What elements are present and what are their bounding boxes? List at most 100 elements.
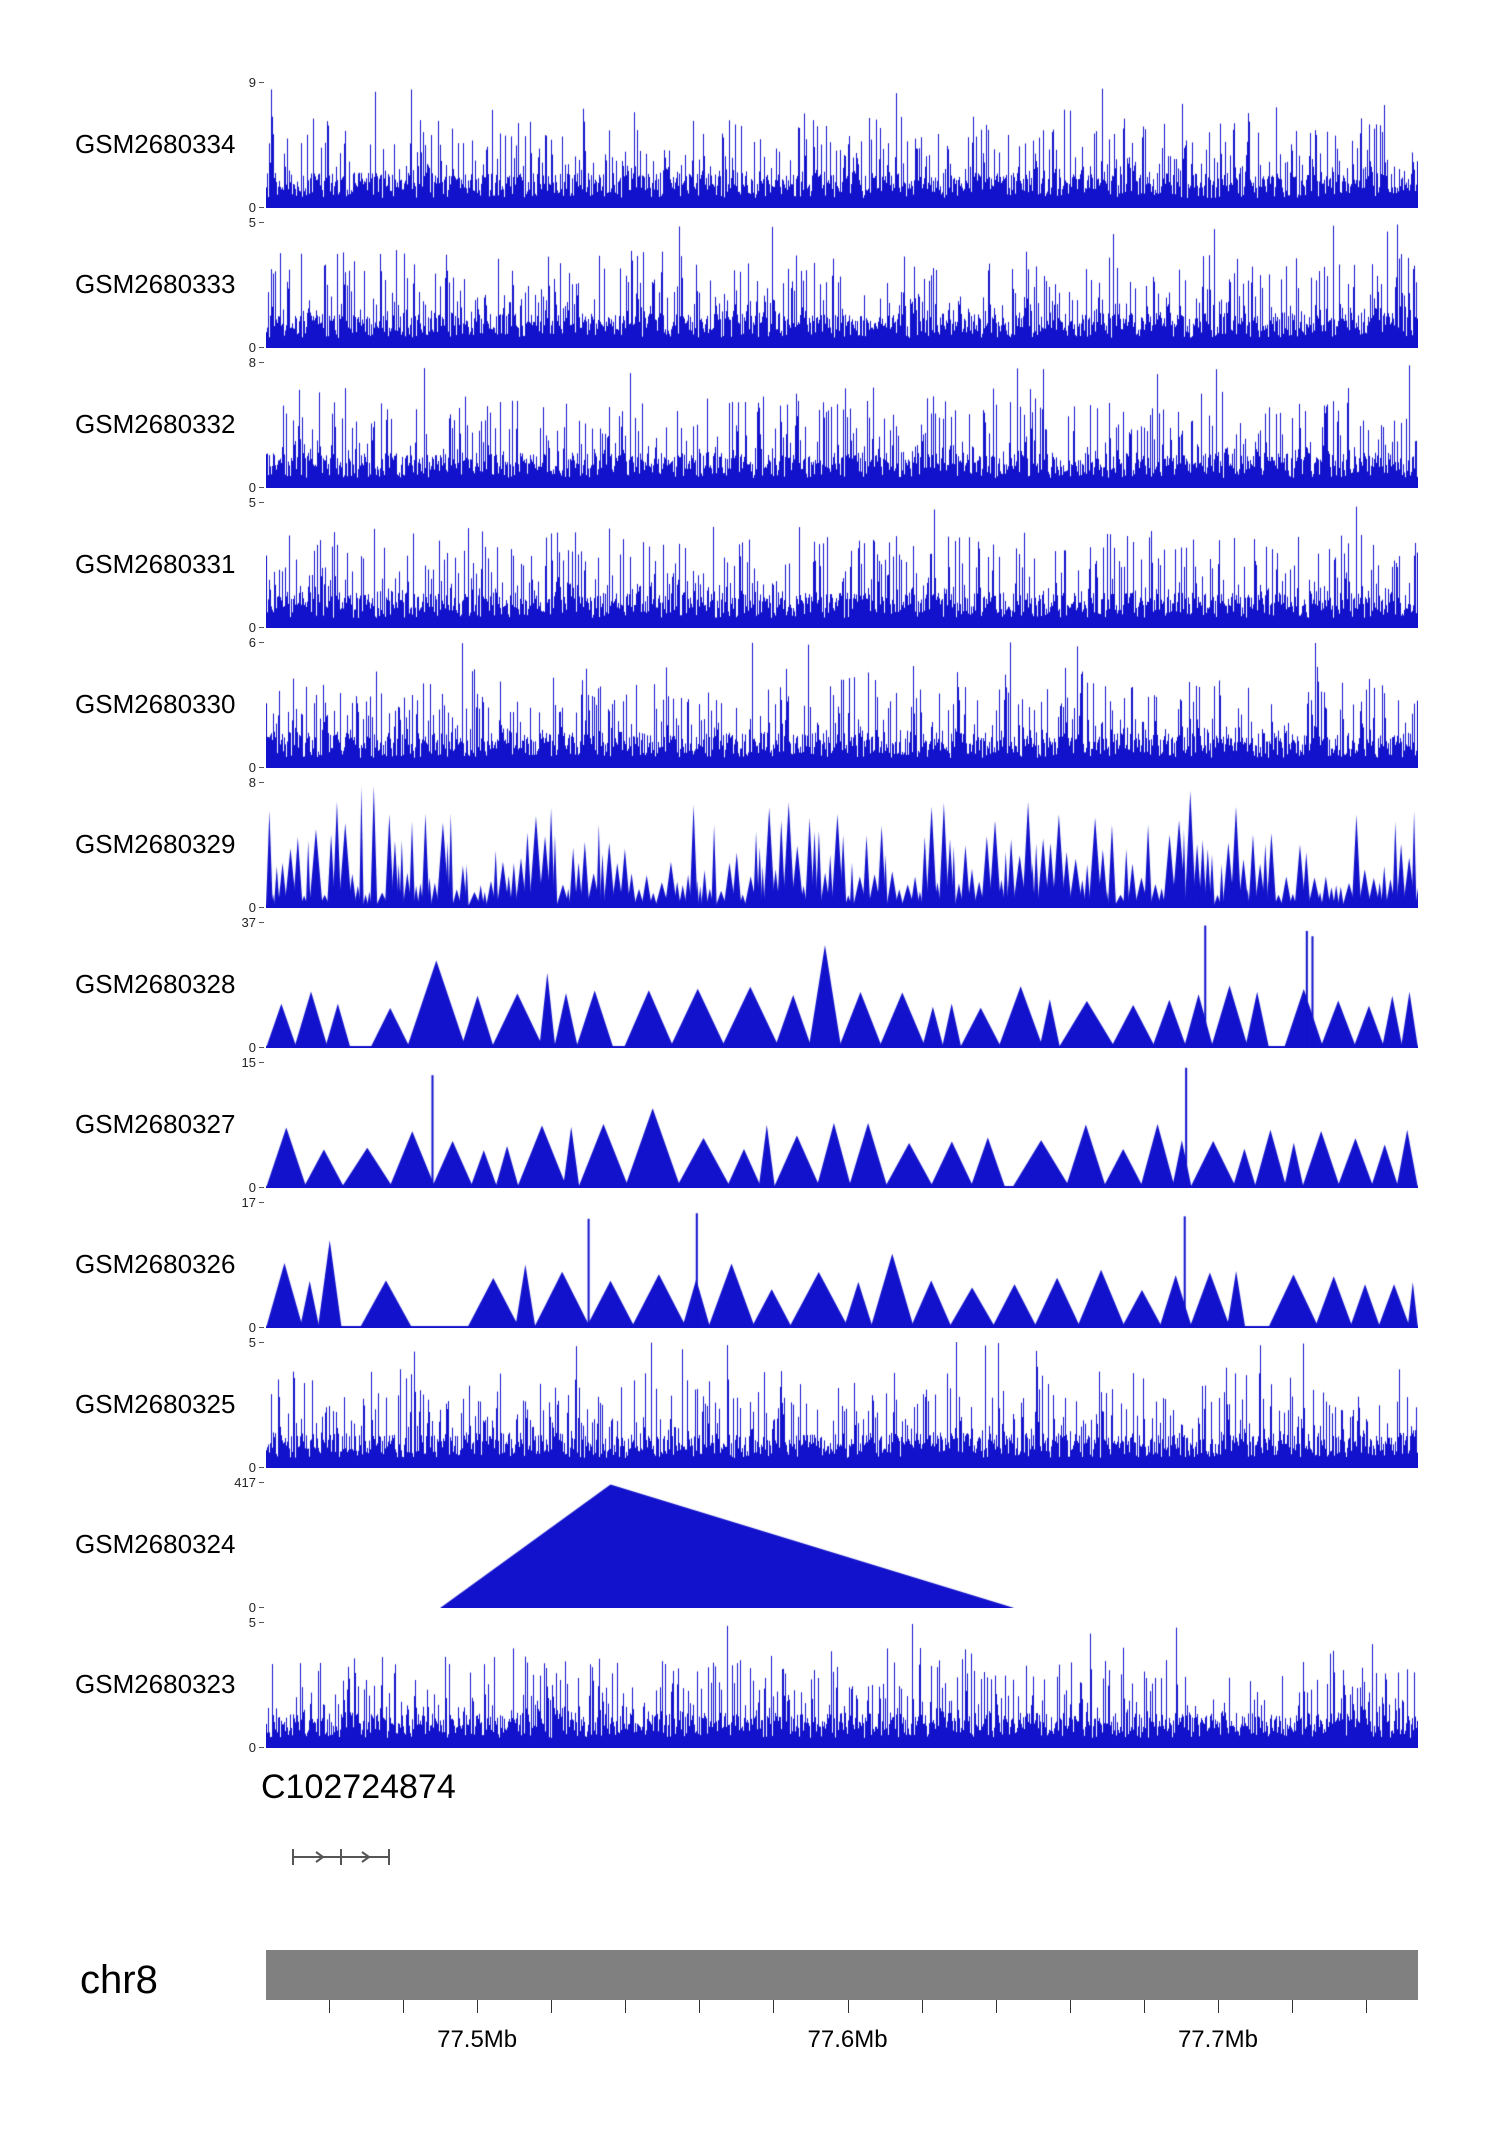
axis-tick <box>921 2000 923 2013</box>
track-signal-canvas <box>266 82 1418 208</box>
gene-model-icon <box>292 1849 390 1865</box>
y-axis-min-label: 0 <box>248 1040 256 1055</box>
axis-tick <box>625 2000 627 2013</box>
axis-tick <box>1366 2000 1368 2013</box>
track-row: GSM2680328 37 0 <box>0 916 1500 1054</box>
y-axis-max-label: 15 <box>241 1055 256 1070</box>
axis-tick <box>328 2000 330 2013</box>
y-axis-min-label: 0 <box>248 200 256 215</box>
y-axis-tick-mark <box>259 922 264 923</box>
y-axis-max-label: 5 <box>248 1335 256 1350</box>
track-signal-canvas <box>266 1062 1418 1188</box>
track-row: GSM2680330 6 0 <box>0 636 1500 774</box>
track-label: GSM2680329 <box>75 829 236 859</box>
y-axis-tick-mark <box>259 502 264 503</box>
y-axis-max-label: 5 <box>248 215 256 230</box>
track-signal-canvas <box>266 1622 1418 1748</box>
y-axis-max-label: 9 <box>248 75 256 90</box>
track-row: GSM2680329 8 0 <box>0 776 1500 914</box>
track-label: GSM2680327 <box>75 1109 236 1139</box>
track-label: GSM2680330 <box>75 689 236 719</box>
track-label: GSM2680334 <box>75 129 236 159</box>
y-axis-tick-mark <box>259 1747 264 1748</box>
track-label: GSM2680332 <box>75 409 236 439</box>
y-axis-tick-mark <box>259 1342 264 1343</box>
y-axis-tick-mark <box>259 1202 264 1203</box>
track-row: GSM2680325 5 0 <box>0 1336 1500 1474</box>
y-axis-max-label: 8 <box>248 355 256 370</box>
track-label: GSM2680324 <box>75 1529 236 1559</box>
track-signal-canvas <box>266 922 1418 1048</box>
axis-tick <box>477 2000 479 2013</box>
track-signal-canvas <box>266 222 1418 348</box>
axis-tick-label: 77.6Mb <box>807 2026 888 2053</box>
track-signal-canvas <box>266 1342 1418 1468</box>
y-axis-tick-mark <box>259 1467 264 1468</box>
axis-tick-label: 77.7Mb <box>1177 2026 1258 2053</box>
axis-tick <box>403 2000 405 2013</box>
track-signal-canvas <box>266 1482 1418 1608</box>
y-axis-tick-mark <box>259 1062 264 1063</box>
track-signal-canvas <box>266 502 1418 628</box>
y-axis-tick-mark <box>259 1607 264 1608</box>
y-axis-max-label: 37 <box>241 915 256 930</box>
track-signal-canvas <box>266 782 1418 908</box>
track-label: GSM2680333 <box>75 269 236 299</box>
y-axis-tick-mark <box>259 782 264 783</box>
track-row: GSM2680331 5 0 <box>0 496 1500 634</box>
y-axis-min-label: 0 <box>248 480 256 495</box>
gene-label: C102724874 <box>261 1768 456 1806</box>
y-axis-min-label: 0 <box>248 1180 256 1195</box>
axis-tick <box>1292 2000 1294 2013</box>
y-axis-tick-mark <box>259 347 264 348</box>
y-axis-tick-mark <box>259 222 264 223</box>
y-axis-max-label: 8 <box>248 775 256 790</box>
y-axis-max-label: 6 <box>248 635 256 650</box>
y-axis-tick-mark <box>259 1622 264 1623</box>
axis-tick <box>995 2000 997 2013</box>
track-row: GSM2680334 9 0 <box>0 76 1500 214</box>
track-row: GSM2680327 15 0 <box>0 1056 1500 1194</box>
axis-tick <box>773 2000 775 2013</box>
y-axis-tick-mark <box>259 207 264 208</box>
track-signal-canvas <box>266 642 1418 768</box>
chromosome-ideogram <box>266 1950 1418 2000</box>
y-axis-tick-mark <box>259 642 264 643</box>
track-label: GSM2680331 <box>75 549 236 579</box>
track-signal-canvas <box>266 1202 1418 1328</box>
y-axis-tick-mark <box>259 1327 264 1328</box>
track-signal-canvas <box>266 362 1418 488</box>
y-axis-min-label: 0 <box>248 1740 256 1755</box>
axis-tick <box>1069 2000 1071 2013</box>
y-axis-min-label: 0 <box>248 1600 256 1615</box>
axis-tick <box>699 2000 701 2013</box>
y-axis-tick-mark <box>259 1482 264 1483</box>
y-axis-max-label: 417 <box>234 1475 256 1490</box>
y-axis-tick-mark <box>259 1187 264 1188</box>
y-axis-min-label: 0 <box>248 760 256 775</box>
axis-tick <box>1143 2000 1145 2013</box>
track-row: GSM2680333 5 0 <box>0 216 1500 354</box>
track-row: GSM2680332 8 0 <box>0 356 1500 494</box>
track-row: GSM2680326 17 0 <box>0 1196 1500 1334</box>
y-axis-min-label: 0 <box>248 340 256 355</box>
track-row: GSM2680323 5 0 <box>0 1616 1500 1754</box>
y-axis-tick-mark <box>259 82 264 83</box>
y-axis-min-label: 0 <box>248 1460 256 1475</box>
track-row: GSM2680324 417 0 <box>0 1476 1500 1614</box>
axis-tick-label: 77.5Mb <box>437 2026 518 2053</box>
y-axis-min-label: 0 <box>248 900 256 915</box>
y-axis-min-label: 0 <box>248 1320 256 1335</box>
track-label: GSM2680325 <box>75 1389 236 1419</box>
axis-tick <box>1217 2000 1219 2013</box>
y-axis-tick-mark <box>259 767 264 768</box>
y-axis-max-label: 5 <box>248 1615 256 1630</box>
y-axis-min-label: 0 <box>248 620 256 635</box>
chromosome-label: chr8 <box>80 1958 158 2002</box>
y-axis-max-label: 5 <box>248 495 256 510</box>
y-axis-max-label: 17 <box>241 1195 256 1210</box>
axis-tick <box>551 2000 553 2013</box>
y-axis-tick-mark <box>259 487 264 488</box>
y-axis-tick-mark <box>259 627 264 628</box>
